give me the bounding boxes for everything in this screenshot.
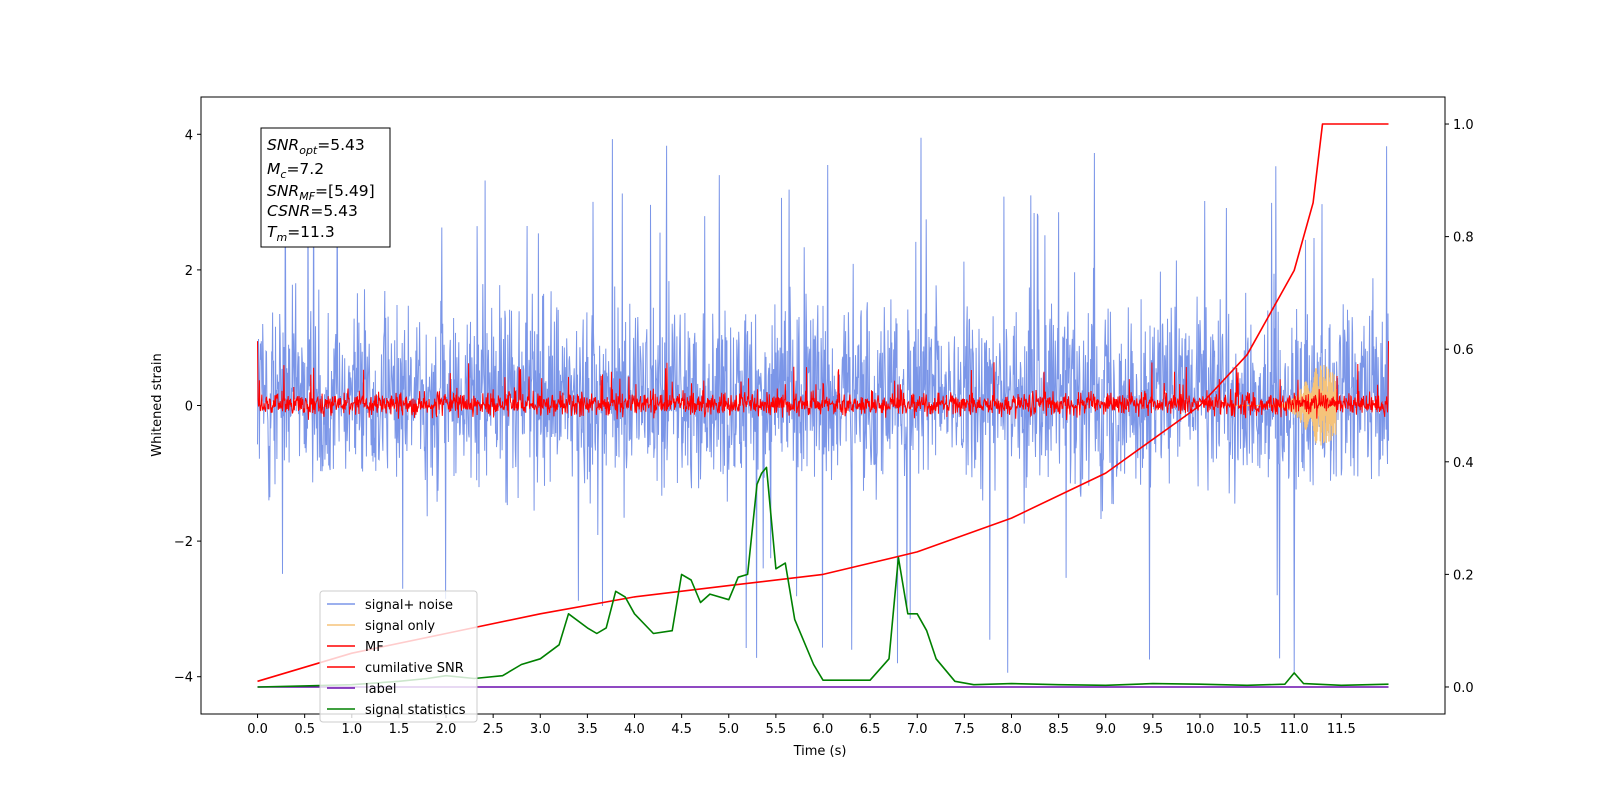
series-signal-statistics-line (257, 466, 1389, 688)
x-tick-label: 3.5 (577, 722, 598, 737)
x-tick-label: 1.5 (389, 722, 410, 737)
x-tick-label: 3.0 (530, 722, 551, 737)
x-tick-label: 1.0 (341, 722, 362, 737)
legend-label-mf: MF (365, 640, 384, 655)
legend-label-signal-noise: signal+ noise (365, 598, 453, 613)
x-tick-label: 5.0 (718, 722, 739, 737)
y-tick-label: −2 (174, 535, 193, 550)
x-tick-label: 10.0 (1185, 722, 1214, 737)
x-tick-label: 6.5 (860, 722, 881, 737)
x-tick-label: 11.5 (1327, 722, 1356, 737)
x-tick-label: 2.5 (483, 722, 504, 737)
legend-label-signal-only: signal only (365, 619, 435, 634)
y-tick-label: 2 (185, 264, 193, 279)
legend-label-signal-statistics: signal statistics (365, 703, 466, 718)
x-tick-label: 0.5 (294, 722, 315, 737)
info-mc: Mc=7.2 (267, 160, 324, 181)
y2-tick-label: 0.0 (1453, 681, 1474, 696)
y-tick-label: −4 (174, 671, 193, 686)
y-axis-left: −4 −2 0 2 4 (174, 128, 201, 686)
x-axis: 0.0 0.5 1.0 1.5 2.0 2.5 3.0 3.5 4.0 4.5 5.0 5.5 6.0 6… (247, 714, 1356, 737)
x-tick-label: 9.5 (1143, 722, 1164, 737)
x-tick-label: 5.5 (766, 722, 787, 737)
series-cumulative-snr-line (257, 123, 1389, 683)
info-box: SNRopt=5.43 Mc=7.2 SNRMF=[5.49] CSNR=5.4… (260, 127, 391, 248)
x-tick-label: 10.5 (1233, 722, 1262, 737)
x-tick-label: 9.0 (1095, 722, 1116, 737)
series-signal-noise-line (257, 137, 1389, 673)
x-axis-label: Time (s) (793, 744, 847, 759)
x-tick-label: 11.0 (1280, 722, 1309, 737)
info-tm: Tm=11.3 (267, 223, 335, 244)
y-tick-label: 4 (185, 128, 193, 143)
legend-label-cumulative-snr: cumilative SNR (365, 661, 464, 676)
y2-tick-label: 0.6 (1453, 343, 1474, 358)
x-tick-label: 6.0 (813, 722, 834, 737)
x-tick-label: 0.0 (247, 722, 268, 737)
x-tick-label: 8.5 (1048, 722, 1069, 737)
y2-tick-label: 0.4 (1453, 456, 1474, 471)
x-tick-label: 7.0 (907, 722, 928, 737)
info-csnr: CSNR=5.43 (267, 202, 358, 220)
plot-area (257, 123, 1389, 688)
x-tick-label: 4.5 (671, 722, 692, 737)
legend-label-label: label (365, 682, 396, 697)
y2-tick-label: 0.8 (1453, 231, 1474, 246)
x-tick-label: 2.0 (436, 722, 457, 737)
info-snr-mf: SNRMF=[5.49] (267, 182, 375, 203)
y-axis-label: Whitened strain (150, 353, 165, 456)
info-box-frame (260, 127, 391, 248)
series-mf-line (257, 341, 1389, 421)
y2-tick-label: 1.0 (1453, 118, 1474, 133)
legend-frame (319, 590, 478, 723)
y-axis-right: 0.0 0.2 0.4 0.6 0.8 1.0 (1445, 118, 1474, 696)
x-tick-label: 7.5 (954, 722, 975, 737)
x-tick-label: 8.0 (1001, 722, 1022, 737)
legend: signal+ noise signal only MF cumilative … (319, 590, 478, 723)
x-tick-label: 4.0 (624, 722, 645, 737)
y2-tick-label: 0.2 (1453, 568, 1474, 583)
y-tick-label: 0 (185, 400, 193, 415)
info-snr-opt: SNRopt=5.43 (267, 136, 365, 157)
